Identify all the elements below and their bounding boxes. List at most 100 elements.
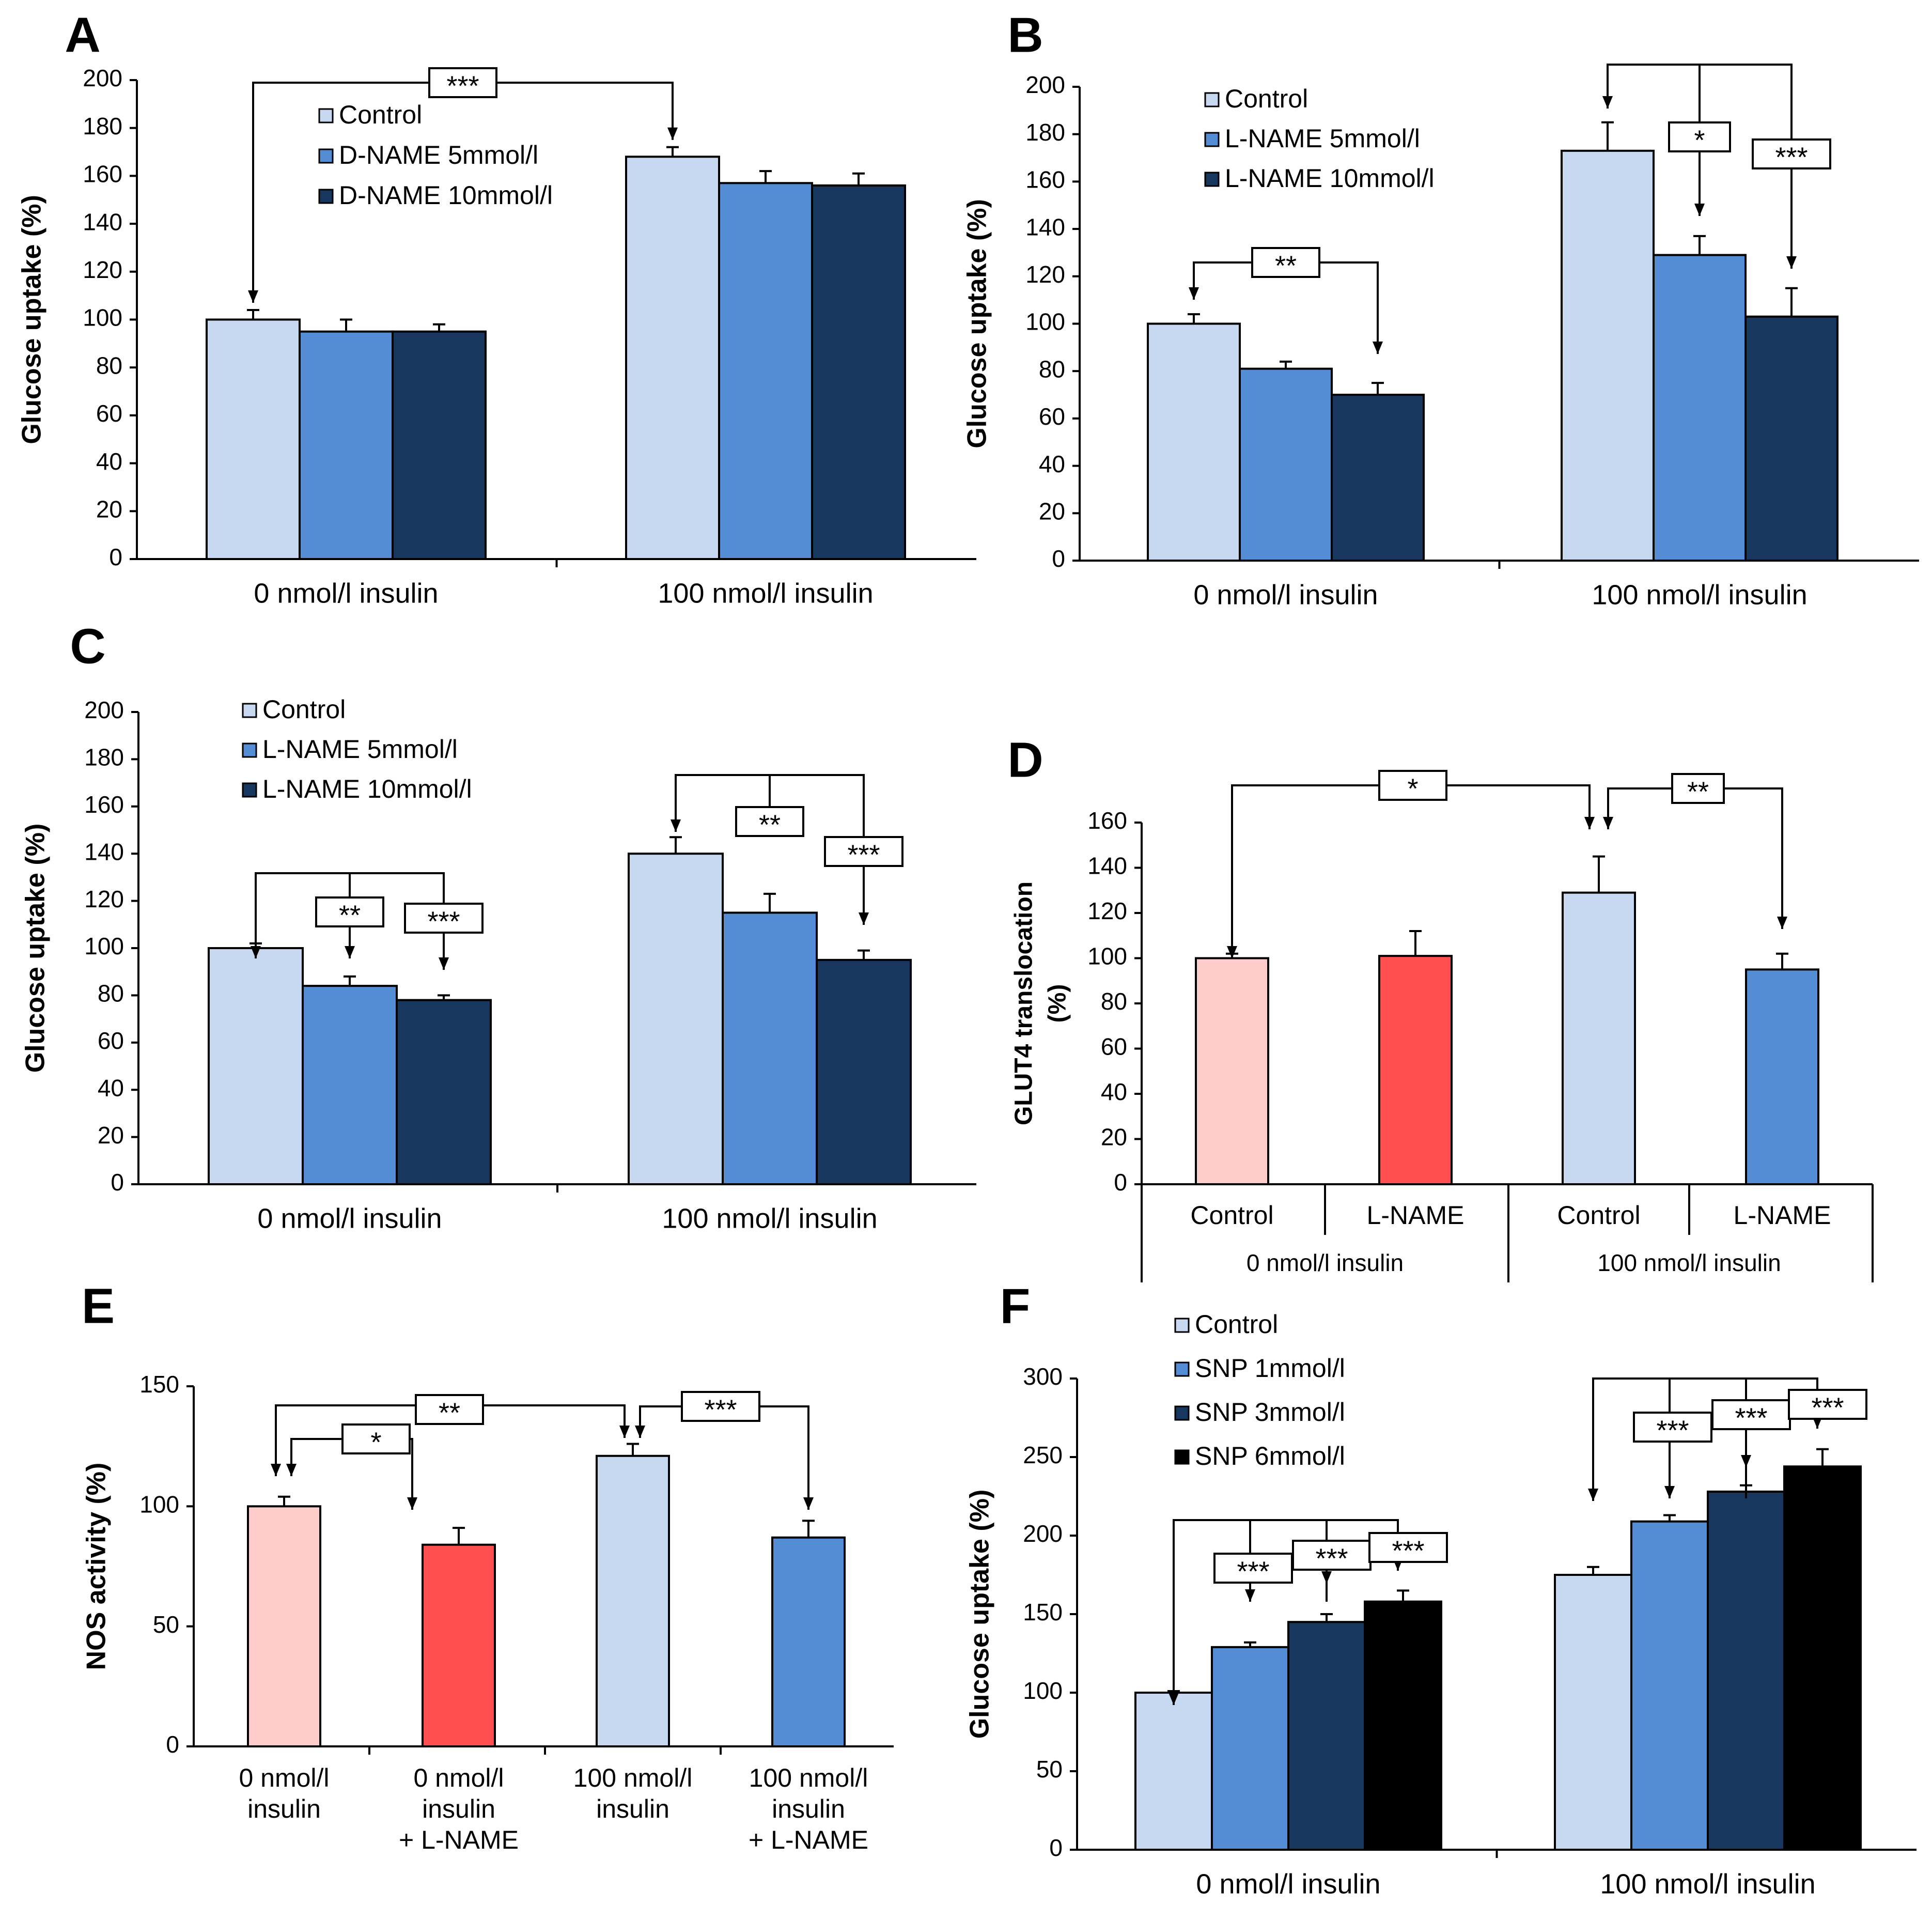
arrowhead [1603, 817, 1613, 829]
bar [1378, 955, 1453, 1185]
legend-swatch [1174, 1405, 1190, 1421]
bar [718, 182, 813, 560]
bar [1783, 1465, 1862, 1851]
arrowhead [439, 957, 449, 970]
arrowhead [1321, 1571, 1332, 1584]
legend-swatch [242, 782, 257, 798]
significance-label: *** [1392, 1535, 1424, 1566]
significance-box [341, 1423, 411, 1454]
panel-label: B [1007, 7, 1043, 63]
legend-swatch [1204, 132, 1220, 147]
x-category-label: 0 nmol/l [413, 1763, 504, 1792]
y-tick-label: 100 [1025, 308, 1065, 335]
x-category-label: L-NAME [1367, 1201, 1464, 1230]
arrowhead [619, 1426, 630, 1438]
y-axis-title: Glucose uptake (%) [21, 824, 51, 1073]
significance-box [1668, 121, 1731, 152]
y-tick-label: 100 [1023, 1677, 1063, 1704]
legend-label: Control [262, 695, 346, 724]
panel-label: D [1007, 732, 1043, 787]
bar [816, 958, 912, 1185]
y-tick-label: 80 [1101, 988, 1127, 1015]
arrowhead [251, 946, 261, 958]
significance-box [1378, 770, 1447, 801]
y-tick-label: 20 [1101, 1124, 1127, 1151]
y-tick-label: 0 [109, 544, 122, 570]
bar [1561, 149, 1655, 562]
arrowhead [1584, 817, 1595, 829]
bar [1331, 394, 1425, 562]
legend-label: SNP 1mmol/l [1195, 1354, 1345, 1383]
bar [1195, 957, 1269, 1185]
significance-label: * [1407, 773, 1418, 804]
arrowhead [1189, 287, 1199, 300]
chart-panel-C: C 0 20 40 60 80 100 120 140 160 180 200 Glucose upta… [21, 618, 976, 1234]
chart-panel-F: F 0 50 100 150 200 250 300 Glucose uptake (%) 0 n… [965, 1278, 1917, 1899]
x-category-label: 100 nmol/l insulin [1592, 579, 1807, 610]
x-category-label: 100 nmol/l insulin [1600, 1868, 1815, 1899]
bar [1745, 968, 1819, 1185]
bar [1147, 322, 1241, 562]
bar [625, 156, 720, 560]
y-axis-title: GLUT4 translocation [1010, 881, 1038, 1125]
significance-label: ** [339, 900, 361, 931]
y-tick-label: 140 [83, 208, 122, 235]
significance-box [428, 67, 497, 98]
significance-box [1292, 1540, 1372, 1571]
panel-label: F [1000, 1278, 1031, 1334]
significance-label: *** [1315, 1543, 1348, 1574]
arrowhead [1741, 1455, 1751, 1467]
legend-swatch [1174, 1361, 1190, 1377]
arrowhead [1588, 1489, 1598, 1501]
legend-swatch [242, 742, 257, 758]
x-category-label: insulin [772, 1794, 845, 1823]
bar [299, 330, 394, 560]
y-tick-label: 0 [166, 1731, 179, 1758]
x-category-label: 0 nmol/l [239, 1763, 329, 1792]
chart-panel-B: B 0 20 40 60 80 100 120 140 160 180 200 Glucose upta… [962, 7, 1919, 610]
arrowhead [1373, 342, 1383, 354]
y-tick-label: 60 [1101, 1033, 1127, 1060]
y-axis-title: (%) [1044, 984, 1071, 1023]
y-tick-label: 200 [83, 65, 122, 91]
significance-label: ** [439, 1397, 460, 1428]
x-category-label: 100 nmol/l insulin [662, 1203, 877, 1234]
y-tick-label: 20 [98, 1122, 124, 1149]
x-category-label: Control [1190, 1201, 1273, 1230]
arrowhead [635, 1426, 645, 1438]
x-category-label: + L-NAME [749, 1825, 868, 1854]
y-tick-label: 0 [1114, 1169, 1127, 1196]
legend-swatch [318, 108, 334, 123]
bar [1364, 1600, 1442, 1851]
significance-box [735, 806, 804, 837]
legend-label: L-NAME 10mmol/l [1225, 164, 1435, 193]
x-category-label: 100 nmol/l [749, 1763, 868, 1792]
panel-label: C [70, 618, 105, 674]
x-category-label: 100 nmol/l insulin [658, 578, 873, 609]
bar [628, 853, 724, 1185]
significance-box [681, 1391, 760, 1422]
y-tick-label: 60 [96, 400, 122, 427]
x-category-label: 0 nmol/l insulin [1193, 579, 1378, 610]
y-tick-label: 120 [1025, 261, 1065, 288]
legend-label: D-NAME 5mmol/l [339, 141, 538, 169]
panel-label: A [65, 7, 100, 63]
y-axis-title: Glucose uptake (%) [17, 195, 47, 444]
arrowhead [1694, 204, 1705, 216]
y-axis-title: Glucose uptake (%) [965, 1490, 995, 1739]
significance-label: *** [1811, 1392, 1844, 1423]
significance-box [1752, 138, 1831, 169]
y-tick-label: 160 [84, 791, 124, 818]
arrowhead [1245, 1589, 1255, 1602]
arrowhead [1777, 917, 1787, 929]
legend-label: L-NAME 10mmol/l [262, 775, 472, 803]
bar [422, 1543, 496, 1747]
bar [302, 985, 398, 1185]
y-tick-label: 250 [1023, 1442, 1063, 1468]
y-tick-label: 20 [1039, 498, 1065, 524]
significance-box [1671, 773, 1725, 804]
y-tick-label: 40 [98, 1074, 124, 1101]
significance-label: ** [759, 809, 781, 840]
bar [596, 1454, 670, 1748]
